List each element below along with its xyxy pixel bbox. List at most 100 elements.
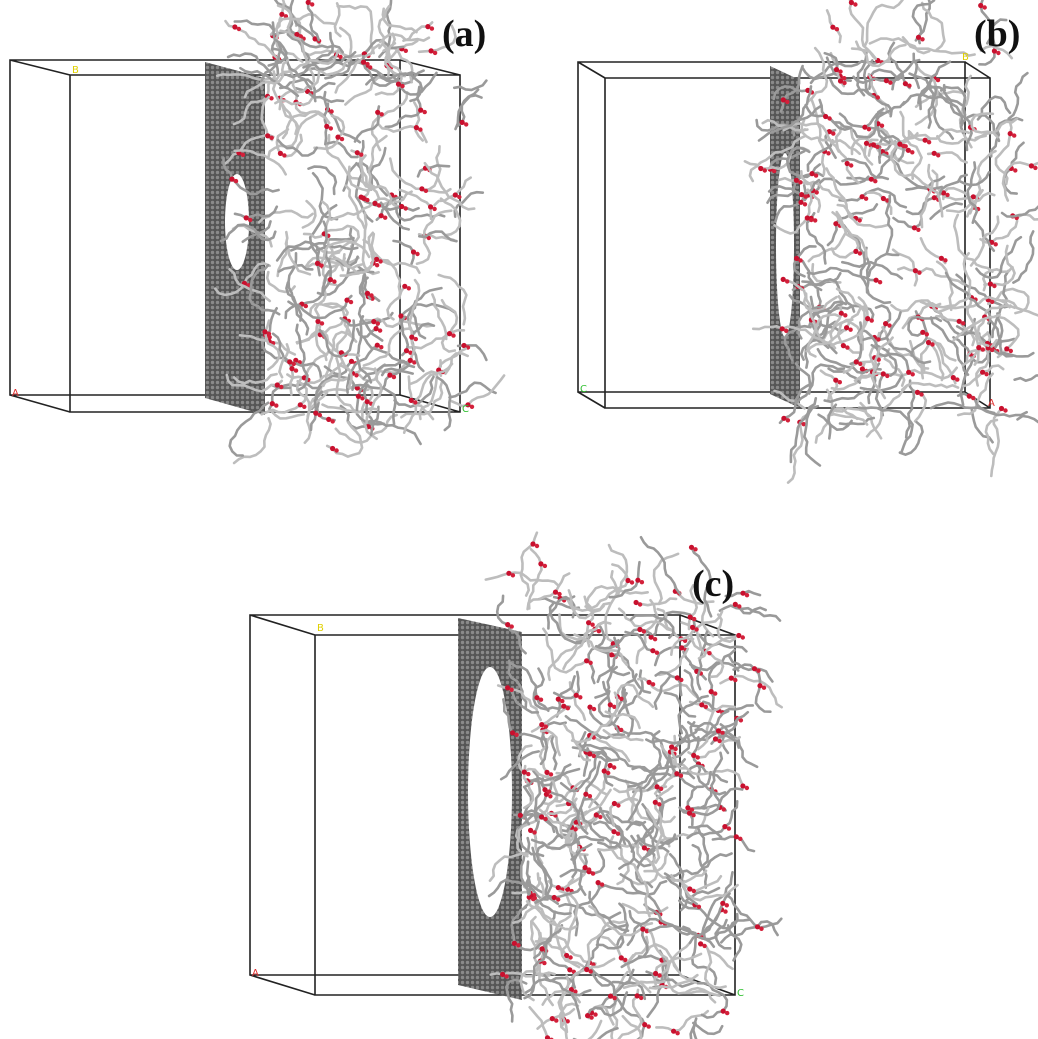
molecule-chain <box>898 268 963 285</box>
oxygen-atom <box>549 772 553 776</box>
oxygen-atom <box>616 803 620 807</box>
oxygen-atom <box>274 403 278 407</box>
molecule-chain <box>380 371 413 396</box>
oxygen-atom <box>566 706 570 710</box>
oxygen-atom <box>902 144 906 148</box>
oxygen-atom <box>642 629 646 633</box>
oxygen-atom <box>692 889 696 893</box>
oxygen-atom <box>945 193 949 197</box>
oxygen-atom <box>673 747 677 751</box>
oxygen-atom <box>798 258 802 262</box>
oxygen-atom <box>697 905 701 909</box>
oxygen-atom <box>590 623 594 627</box>
oxygen-atom <box>294 368 298 372</box>
oxygen-atom <box>984 372 988 376</box>
oxygen-atom <box>936 153 940 157</box>
oxygen-atom <box>375 263 379 267</box>
molecule-chain <box>394 241 414 264</box>
oxygen-atom <box>835 27 839 31</box>
oxygen-atom <box>589 1015 593 1019</box>
oxygen-atom <box>733 678 737 682</box>
oxygen-atom <box>943 258 947 262</box>
oxygen-atom <box>838 69 842 73</box>
oxygen-atom <box>737 604 741 608</box>
oxygen-atom <box>282 153 286 157</box>
oxygen-atom <box>756 669 760 673</box>
molecule-chain <box>451 376 504 407</box>
oxygen-atom <box>241 153 245 157</box>
oxygen-atom <box>994 242 998 246</box>
oxygen-atom <box>826 151 830 155</box>
oxygen-atom <box>248 218 252 222</box>
oxygen-atom <box>630 580 634 584</box>
oxygen-atom <box>359 153 363 157</box>
molecule-chain <box>865 248 890 303</box>
molecule-chain <box>313 173 337 219</box>
oxygen-atom <box>675 1031 679 1035</box>
oxygen-atom <box>568 955 572 959</box>
oxygen-atom <box>415 252 419 256</box>
oxygen-atom <box>838 380 842 384</box>
oxygen-atom <box>772 169 776 173</box>
oxygen-atom <box>653 637 657 641</box>
oxygen-atom <box>612 765 616 769</box>
molecule-chain <box>959 172 989 185</box>
oxygen-atom <box>919 392 923 396</box>
oxygen-atom <box>842 81 846 85</box>
oxygen-atom <box>279 385 283 389</box>
oxygen-atom <box>514 733 518 737</box>
oxygen-atom <box>786 418 790 422</box>
molecule-chain <box>821 371 837 401</box>
oxygen-atom <box>639 996 643 1000</box>
panel-label: (a) <box>442 13 486 55</box>
molecule-chain <box>886 196 892 253</box>
molecule-chain <box>914 54 919 88</box>
molecule-chain <box>606 571 617 642</box>
oxygen-atom <box>543 817 547 821</box>
oxygen-atom <box>578 695 582 699</box>
axis-label: A <box>252 968 259 979</box>
oxygen-atom <box>554 1018 558 1022</box>
molecule-chain <box>1015 361 1038 381</box>
oxygen-atom <box>853 2 857 6</box>
oxygen-atom <box>598 815 602 819</box>
oxygen-atom <box>864 197 868 201</box>
oxygen-atom <box>376 321 380 325</box>
oxygen-atom <box>612 705 616 709</box>
oxygen-atom <box>725 1011 729 1015</box>
oxygen-atom <box>329 109 333 113</box>
oxygen-atom <box>870 318 874 322</box>
panel-label: (b) <box>974 13 1020 55</box>
oxygen-atom <box>383 216 387 220</box>
oxygen-atom <box>831 131 835 135</box>
molecule-chain <box>296 14 336 25</box>
oxygen-atom <box>880 124 884 128</box>
oxygen-atom <box>404 49 408 53</box>
oxygen-atom <box>588 794 592 798</box>
oxygen-atom <box>556 897 560 901</box>
oxygen-atom <box>365 62 369 66</box>
oxygen-atom <box>694 627 698 631</box>
oxygen-atom <box>785 100 789 104</box>
molecule-chain <box>665 854 732 877</box>
molecule-chain <box>437 377 450 430</box>
oxygen-atom <box>589 969 593 973</box>
oxygen-atom <box>237 27 241 31</box>
oxygen-atom <box>304 304 308 308</box>
oxygen-atom <box>651 682 655 686</box>
molecule-chain <box>1018 416 1038 430</box>
oxygen-atom <box>526 772 530 776</box>
oxygen-atom <box>407 286 411 290</box>
molecule-chain <box>432 295 446 339</box>
oxygen-atom <box>547 790 551 794</box>
oxygen-atom <box>691 813 695 817</box>
oxygen-atom <box>809 218 813 222</box>
oxygen-atom <box>464 122 468 126</box>
oxygen-atom <box>858 251 862 255</box>
oxygen-atom <box>647 1024 651 1028</box>
oxygen-atom <box>876 337 880 341</box>
oxygen-atom <box>990 300 994 304</box>
oxygen-atom <box>418 127 422 131</box>
oxygen-atom <box>392 375 396 379</box>
oxygen-atom <box>930 342 934 346</box>
